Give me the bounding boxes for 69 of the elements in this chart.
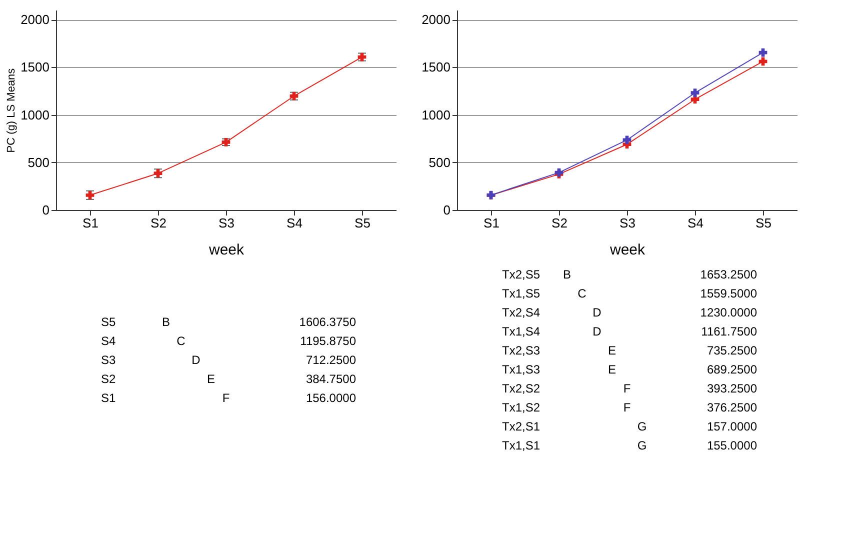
- text: E: [206, 372, 216, 386]
- x-tick-label: S1: [82, 216, 98, 230]
- text: S4: [101, 334, 116, 348]
- text: C: [578, 286, 587, 300]
- text: Tx1,S2: [502, 400, 540, 414]
- y-tick-label: 1500: [20, 60, 50, 75]
- text: 735.2500: [706, 344, 758, 358]
- text: F: [623, 400, 631, 414]
- y-tick-label: 500: [28, 154, 50, 170]
- x-tick-label: S5: [354, 216, 370, 230]
- y-tick-label: 2000: [422, 12, 450, 28]
- x-axis-title: week: [608, 242, 646, 258]
- x-tick-label: S3: [218, 216, 234, 230]
- x-tick-label: S2: [150, 216, 166, 230]
- text: Tx1,S5: [502, 286, 540, 300]
- text: D: [592, 324, 602, 338]
- text: C: [176, 334, 186, 348]
- y-tick-label: 1500: [422, 60, 450, 75]
- text: E: [608, 362, 616, 376]
- text: G: [637, 420, 647, 434]
- text: F: [222, 391, 230, 405]
- x-tick-label: S1: [484, 216, 500, 230]
- x-axis-title: week: [208, 242, 244, 258]
- y-tick-label: 500: [428, 154, 450, 170]
- text: E: [608, 344, 616, 358]
- y-tick-label: 0: [443, 202, 450, 218]
- text: B: [162, 315, 170, 329]
- x-tick-label: S4: [286, 216, 302, 230]
- text: F: [623, 382, 631, 396]
- text: S2: [101, 372, 116, 386]
- y-tick-label: 1000: [422, 107, 450, 122]
- text: Tx2,S2: [502, 382, 540, 396]
- point: [690, 88, 700, 98]
- text: 689.2500: [706, 362, 758, 376]
- text: 1606.3750: [299, 315, 356, 329]
- text: Tx1,S4: [502, 324, 540, 338]
- text: Tx2,S3: [502, 344, 540, 358]
- text: 1230.0000: [700, 306, 758, 320]
- text: Tx2,S5: [502, 268, 540, 282]
- x-tick-label: S3: [620, 216, 636, 230]
- text: D: [192, 353, 201, 367]
- x-tick-label: S4: [688, 216, 704, 230]
- y-tick-label: 0: [42, 202, 50, 218]
- y-tick-label: 2000: [20, 12, 50, 28]
- text: 1195.8750: [300, 334, 356, 348]
- y-tick-label: 1000: [20, 107, 50, 122]
- text: Tx2,S1: [502, 420, 540, 434]
- x-tick-label: S5: [756, 216, 772, 230]
- text: D: [592, 306, 602, 320]
- text: 1161.7500: [701, 324, 758, 338]
- text: S3: [101, 353, 116, 367]
- text: S1: [101, 391, 116, 405]
- text: S5: [101, 315, 116, 329]
- y-axis-title: PC (g) LS Means: [6, 68, 18, 153]
- text: 384.7500: [306, 372, 356, 386]
- text: B: [562, 268, 572, 282]
- text: Tx1,S3: [502, 362, 540, 376]
- x-tick-label: S2: [552, 216, 568, 230]
- text: 155.0000: [706, 438, 758, 452]
- text: 393.2500: [706, 382, 758, 396]
- text: Tx1,S1: [502, 438, 540, 452]
- text: 156.0000: [306, 391, 356, 405]
- text: 376.2500: [706, 400, 758, 414]
- text: 1559.5000: [700, 286, 758, 300]
- text: G: [637, 438, 647, 452]
- text: 1653.2500: [700, 268, 758, 282]
- text: 712.2500: [306, 353, 356, 367]
- text: Tx2,S4: [502, 306, 540, 320]
- text: 157.0000: [706, 420, 758, 434]
